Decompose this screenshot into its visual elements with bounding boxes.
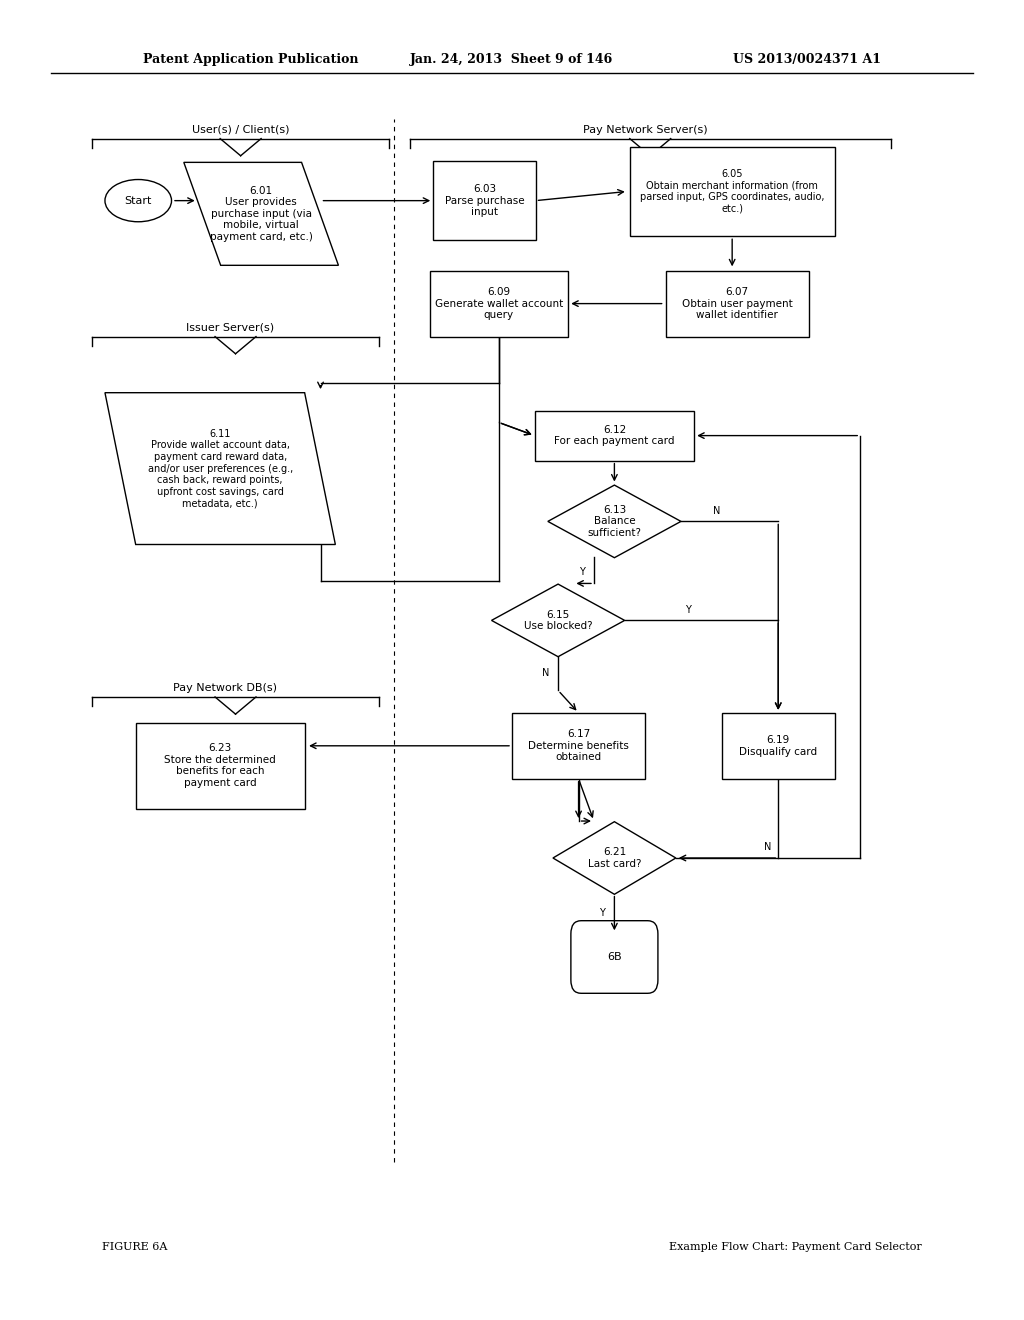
Text: Pay Network Server(s): Pay Network Server(s) [583, 124, 708, 135]
Text: 6.01
User provides
purchase input (via
mobile, virtual
payment card, etc.): 6.01 User provides purchase input (via m… [210, 186, 312, 242]
Polygon shape [553, 821, 676, 895]
Text: 6.07
Obtain user payment
wallet identifier: 6.07 Obtain user payment wallet identifi… [682, 286, 793, 321]
Text: 6.21
Last card?: 6.21 Last card? [588, 847, 641, 869]
Text: 6B: 6B [607, 952, 622, 962]
Text: N: N [713, 506, 721, 516]
Polygon shape [492, 583, 625, 656]
FancyBboxPatch shape [430, 271, 567, 337]
Text: Example Flow Chart: Payment Card Selector: Example Flow Chart: Payment Card Selecto… [669, 1242, 922, 1253]
Text: Y: Y [685, 605, 691, 615]
Text: 6.12
For each payment card: 6.12 For each payment card [554, 425, 675, 446]
Text: 6.15
Use blocked?: 6.15 Use blocked? [523, 610, 593, 631]
Polygon shape [184, 162, 338, 265]
Text: 6.19
Disqualify card: 6.19 Disqualify card [739, 735, 817, 756]
Text: Start: Start [125, 195, 152, 206]
FancyBboxPatch shape [512, 713, 645, 779]
Text: Jan. 24, 2013  Sheet 9 of 146: Jan. 24, 2013 Sheet 9 of 146 [411, 53, 613, 66]
Polygon shape [548, 486, 681, 557]
Polygon shape [104, 393, 336, 544]
Ellipse shape [105, 180, 172, 222]
Text: 6.23
Store the determined
benefits for each
payment card: 6.23 Store the determined benefits for e… [164, 743, 276, 788]
Text: 6.11
Provide wallet account data,
payment card reward data,
and/or user preferen: 6.11 Provide wallet account data, paymen… [147, 429, 293, 508]
FancyBboxPatch shape [535, 411, 694, 461]
FancyBboxPatch shape [571, 921, 657, 993]
Text: 6.03
Parse purchase
input: 6.03 Parse purchase input [444, 183, 524, 218]
Text: 6.13
Balance
sufficient?: 6.13 Balance sufficient? [588, 504, 641, 539]
FancyBboxPatch shape [630, 147, 835, 236]
FancyBboxPatch shape [666, 271, 809, 337]
Text: N: N [542, 668, 550, 678]
FancyBboxPatch shape [135, 723, 305, 808]
Text: 6.05
Obtain merchant information (from
parsed input, GPS coordinates, audio,
etc: 6.05 Obtain merchant information (from p… [640, 169, 824, 214]
Text: 6.17
Determine benefits
obtained: 6.17 Determine benefits obtained [528, 729, 629, 763]
Text: 6.09
Generate wallet account
query: 6.09 Generate wallet account query [434, 286, 563, 321]
Text: Issuer Server(s): Issuer Server(s) [186, 322, 274, 333]
Text: Y: Y [599, 908, 605, 919]
FancyBboxPatch shape [722, 713, 835, 779]
FancyBboxPatch shape [433, 161, 536, 240]
Text: FIGURE 6A: FIGURE 6A [102, 1242, 168, 1253]
Text: N: N [764, 842, 772, 853]
Text: Patent Application Publication: Patent Application Publication [143, 53, 358, 66]
Text: Y: Y [579, 566, 585, 577]
Text: User(s) / Client(s): User(s) / Client(s) [191, 124, 290, 135]
Text: US 2013/0024371 A1: US 2013/0024371 A1 [732, 53, 881, 66]
Text: Pay Network DB(s): Pay Network DB(s) [173, 682, 278, 693]
